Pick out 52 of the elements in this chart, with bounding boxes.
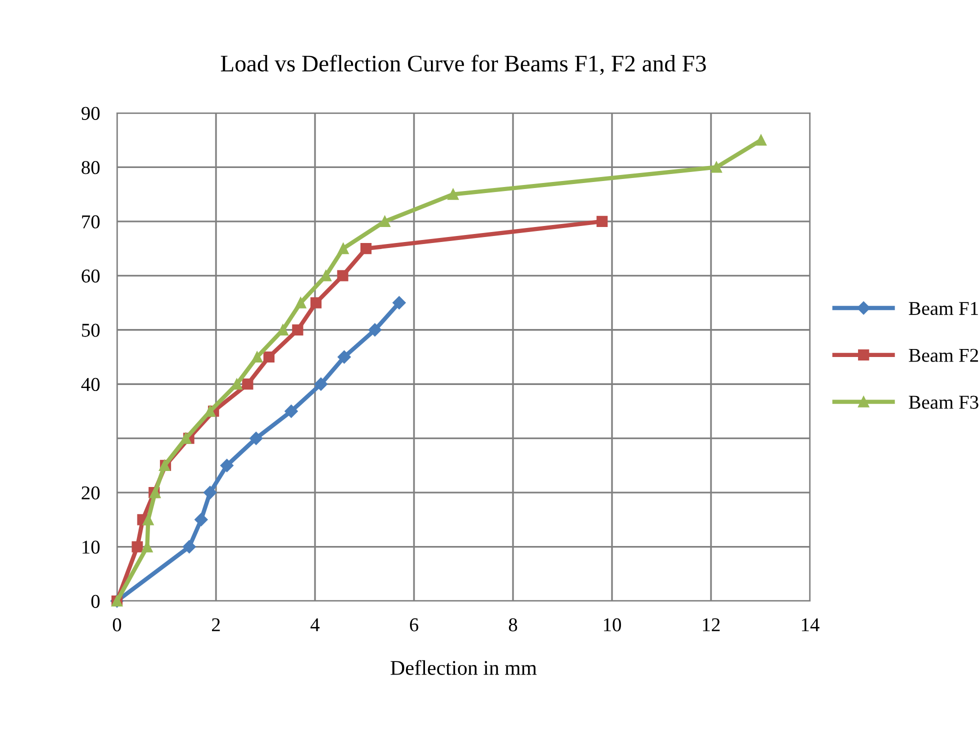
legend-label: Beam F3: [908, 396, 978, 409]
y-tick-label: 0: [91, 594, 100, 608]
point: [295, 297, 306, 308]
point: [448, 188, 459, 200]
point: [338, 350, 351, 364]
y-tick-label: 90: [82, 106, 100, 120]
x-tick-label: 10: [604, 618, 621, 632]
x-tick-label: 14: [802, 618, 820, 632]
chart-title: Load vs Deflection Curve for Beams F1, F2 and F3: [220, 54, 706, 75]
x-tick-label: 4: [310, 618, 320, 632]
point: [263, 351, 275, 363]
point: [337, 270, 348, 282]
point: [203, 486, 217, 500]
point: [338, 243, 349, 254]
y-tick-label: 60: [82, 269, 100, 283]
point: [220, 458, 234, 472]
x-tick-label: 0: [112, 618, 122, 632]
point: [242, 378, 254, 390]
y-tick-label: 20: [82, 486, 100, 500]
point: [360, 243, 372, 254]
point: [379, 216, 390, 227]
point: [320, 270, 332, 282]
legend-label: Beam F1: [908, 302, 978, 316]
point: [755, 134, 767, 146]
point: [710, 162, 722, 173]
y-tick-label: 80: [82, 161, 100, 174]
point: [250, 432, 263, 445]
point: [277, 324, 288, 336]
y-tick-label: 10: [82, 540, 100, 554]
y-tick-label: 70: [82, 215, 100, 228]
legend-label: Beam F2: [908, 348, 978, 362]
point: [292, 324, 304, 336]
y-tick-label: 50: [82, 324, 100, 337]
point: [368, 323, 382, 336]
point: [314, 378, 328, 391]
point: [310, 297, 322, 308]
point: [204, 406, 216, 417]
point: [252, 351, 263, 363]
point: [596, 216, 608, 227]
x-tick-label: 6: [410, 618, 418, 632]
x-tick-label: 8: [508, 618, 518, 632]
point: [392, 296, 406, 310]
point: [180, 432, 192, 444]
y-tick-label: 40: [81, 378, 100, 392]
x-axis-title: Deflection in mm: [390, 660, 537, 675]
point: [194, 513, 208, 526]
point: [132, 541, 143, 552]
x-tick-label: 12: [702, 618, 720, 632]
point: [182, 540, 196, 554]
point: [284, 404, 298, 418]
x-tick-label: 2: [212, 618, 220, 632]
point: [142, 514, 154, 526]
